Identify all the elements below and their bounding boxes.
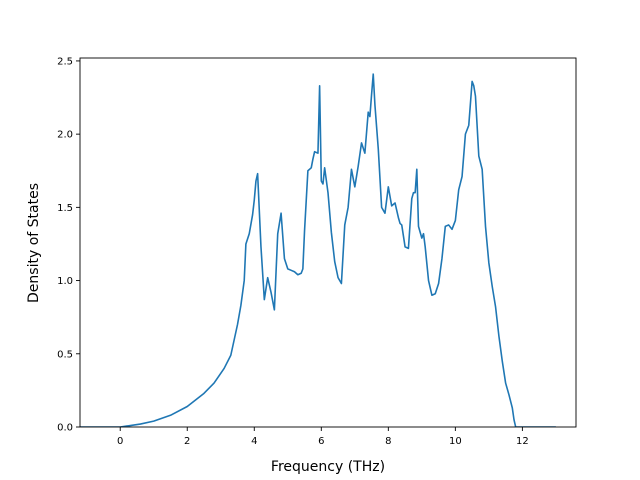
y-tick-label: 0.0 [57,423,73,434]
axes-frame [79,57,577,428]
x-tick-label: 8 [385,436,391,447]
y-tick-label: 1.5 [57,203,73,214]
x-tick-label: 0 [117,436,123,447]
series-line-0 [80,73,556,427]
y-tick-label: 2.0 [57,130,73,141]
x-tick-label: 10 [449,436,462,447]
y-tick-label: 1.0 [57,276,73,287]
y-axis-label: Density of States [26,183,42,303]
x-tick-label: 2 [184,436,190,447]
axes: 0 2 4 6 8 10 12 0.0 0.5 1.0 1.5 2.0 2.5 [57,56,577,447]
plot-area [80,73,556,427]
x-tick-label: 4 [251,436,257,447]
x-axis-label: Frequency (THz) [271,459,385,475]
y-tick-label: 0.5 [57,349,73,360]
x-tick-label: 12 [516,436,529,447]
x-tick-label: 6 [318,436,324,447]
y-tick-label: 2.5 [57,56,73,67]
